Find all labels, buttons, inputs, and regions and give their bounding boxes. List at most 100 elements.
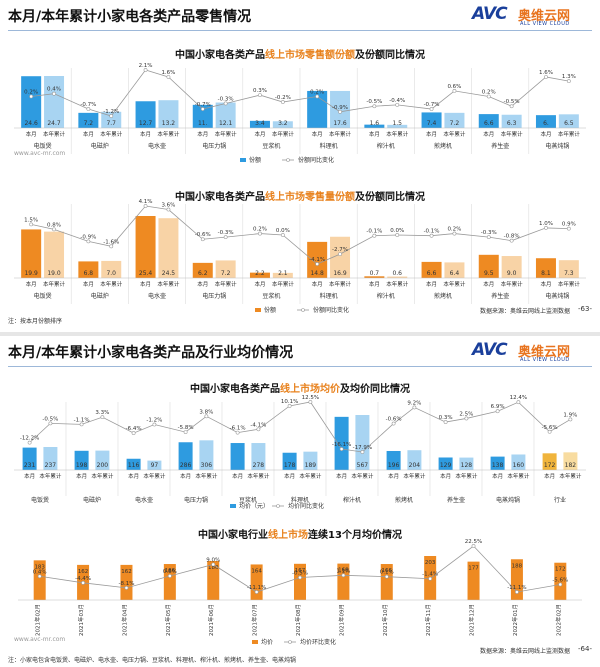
trend-label: -0.1%	[366, 229, 382, 235]
trend-point	[471, 544, 476, 548]
trend-point	[166, 207, 171, 212]
trend-label: -0.3%	[481, 230, 497, 236]
trend-label: 4.1%	[139, 199, 153, 205]
bar-value-label: 7.2	[221, 270, 231, 277]
bar-value-label: 196	[388, 462, 400, 469]
bar-category-label: 本年累计	[299, 472, 322, 480]
bar	[74, 450, 89, 470]
x-tick-label: 2021年10月	[381, 604, 389, 636]
bar-value-label: 162	[78, 569, 89, 575]
bar-category-label: 本年累计	[43, 280, 66, 288]
legend-label: 均价（元）	[239, 502, 269, 510]
bar-category-label: 本月	[336, 472, 347, 480]
legend-marker	[276, 504, 280, 508]
bar	[407, 450, 422, 470]
legend-label: 份额同比变化	[313, 306, 349, 314]
trend-label: -0.3%	[218, 96, 234, 102]
bar	[478, 254, 499, 278]
trend-label: 9.2%	[407, 400, 421, 406]
bar-category-label: 本月	[284, 472, 295, 480]
bar-category-label: 本月	[483, 130, 494, 138]
trend-point	[131, 431, 136, 435]
trend-label: 0.2%	[447, 227, 461, 233]
legend-marker	[301, 308, 305, 312]
bar	[303, 451, 318, 470]
bar-category-label: 本年累计	[443, 130, 466, 138]
bar-category-label: 本年累计	[215, 280, 238, 288]
trend-point	[143, 68, 148, 72]
bar-value-label: 7.4	[427, 120, 437, 127]
bar-value-label: 167	[295, 568, 306, 574]
trend-point	[109, 244, 114, 249]
group-label: 电磁炉	[91, 142, 109, 150]
bar-value-label: 189	[305, 462, 317, 469]
bar	[135, 101, 156, 128]
trend-point	[280, 233, 285, 237]
trend-label: -0.6%	[195, 232, 211, 238]
page-title: 本月/本年累计小家电各类产品零售情况	[8, 9, 252, 25]
bar-value-label: 198	[76, 462, 88, 469]
bar	[307, 241, 328, 278]
bar-category-label: 本月	[76, 472, 87, 480]
bar-category-label: 本月	[26, 130, 37, 138]
bar-value-label: 129	[440, 462, 452, 469]
bar-category-label: 本年累计	[455, 472, 478, 480]
bar	[192, 262, 213, 278]
bar-value-label: 6.6	[484, 120, 494, 127]
trend-label: -0.5%	[292, 570, 308, 576]
trend-point	[547, 429, 552, 434]
bar-category-label: 本月	[426, 130, 437, 138]
legend-label: 均价	[261, 638, 273, 646]
bar-category-label: 本年累计	[386, 130, 409, 138]
trend-label: 3.3%	[95, 410, 109, 416]
bar-category-label: 本月	[312, 130, 323, 138]
trend-point	[86, 239, 91, 244]
bar-value-label: 19.0	[47, 270, 61, 277]
bar	[364, 124, 385, 128]
trend-point	[509, 238, 514, 243]
bar-value-label: 3.4	[255, 120, 265, 127]
bar-category-label: 本年累计	[501, 280, 524, 288]
bar-category-label: 本年累计	[329, 130, 352, 138]
bar	[230, 443, 245, 470]
bar-value-label: 25.4	[139, 270, 153, 277]
trend-label: 12.5%	[302, 395, 319, 401]
bar-value-label: 286	[180, 462, 192, 469]
bar-category-label: 本年累计	[403, 472, 426, 480]
bar	[33, 560, 46, 600]
bar	[43, 447, 58, 470]
legend-swatch	[252, 640, 258, 644]
bar-value-label: 178	[284, 462, 296, 469]
bar	[355, 415, 370, 470]
trend-label: 0.6%	[163, 569, 177, 575]
trend-point	[384, 574, 389, 579]
group-label: 行业	[554, 496, 566, 504]
bar-value-label: 7.7	[106, 120, 116, 127]
bar-category-label: 本年累计	[247, 472, 270, 480]
trend-point	[315, 262, 320, 266]
trend-point	[280, 100, 285, 104]
legend-label: 均价同比变化	[288, 502, 324, 510]
trend-point	[183, 430, 188, 434]
bar-category-label: 本年累计	[351, 472, 374, 480]
bar-category-label: 本年累计	[39, 472, 62, 480]
trend-label: -0.6%	[386, 417, 402, 423]
bar	[330, 90, 351, 128]
trend-point	[167, 574, 172, 578]
bar	[147, 460, 162, 470]
trend-label: 2.5%	[459, 411, 473, 417]
bar-value-label: 11.	[198, 120, 208, 127]
trend-label: -8.1%	[118, 581, 134, 587]
bar-value-label: 24.7	[47, 120, 61, 127]
bar-category-label: 本月	[180, 472, 191, 480]
bar-value-label: 0.7	[370, 270, 380, 277]
bar-value-label: 6.3	[507, 120, 517, 127]
group-label: 电压力锅	[202, 142, 226, 150]
trend-label: -0.2%	[275, 95, 291, 101]
trend-label: 0.9%	[562, 222, 576, 228]
trend-point	[152, 422, 157, 427]
bar-value-label: 166	[165, 568, 176, 574]
trend-point	[29, 94, 34, 99]
trend-point	[338, 109, 342, 114]
